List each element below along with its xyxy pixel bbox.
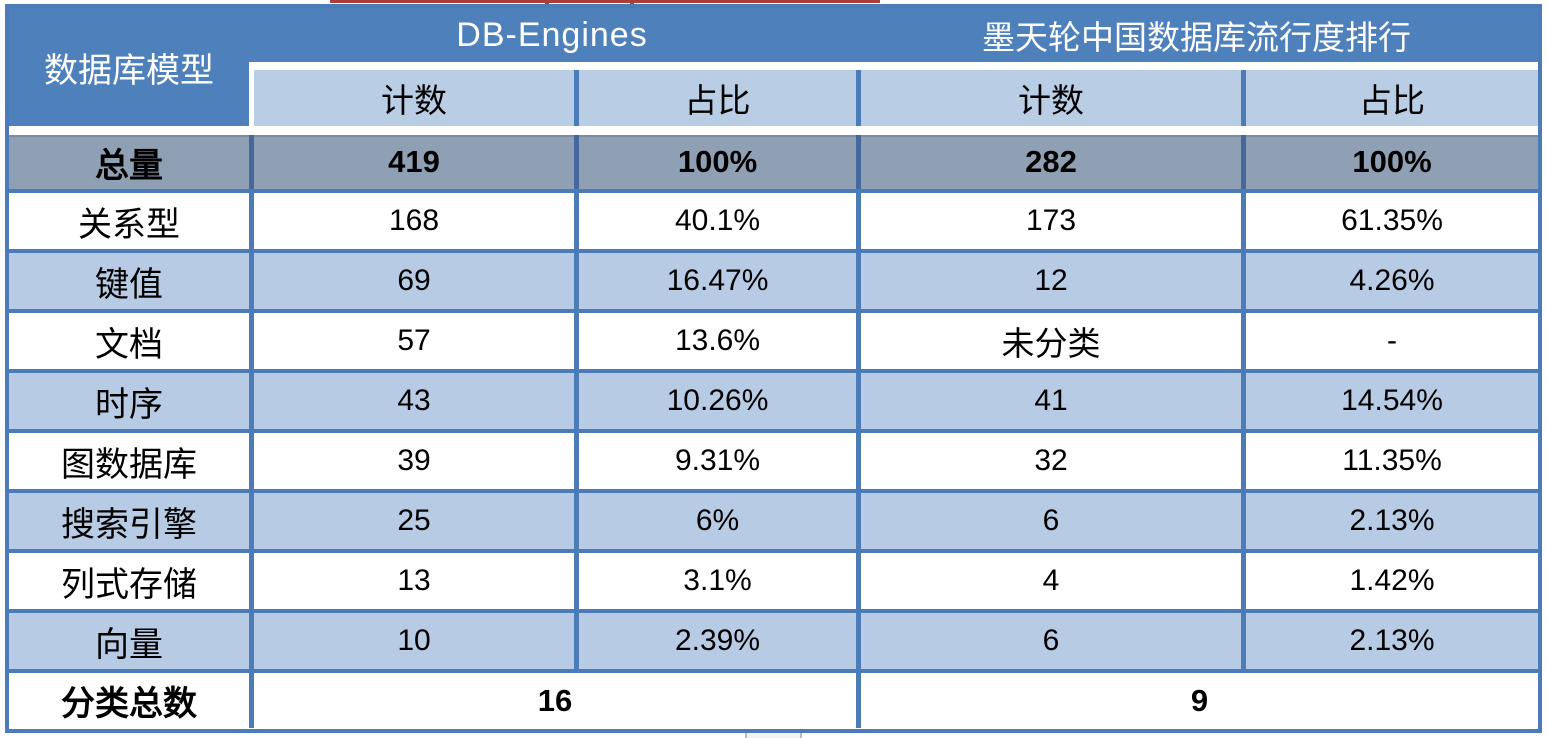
table-row: 文档 57 13.6% 未分类 - <box>9 313 1538 369</box>
row-label: 列式存储 <box>61 566 197 604</box>
cell-mt-share: 11.35% <box>1342 444 1442 477</box>
group-header-row: DB-Engines 墨天轮中国数据库流行度排行 <box>249 8 1538 62</box>
cell-db-share: 10.26% <box>666 384 769 417</box>
row-label: 分类总数 <box>61 686 197 723</box>
cell-db-share: 40.1% <box>674 204 761 237</box>
row-label: 关系型 <box>78 206 180 244</box>
cell-db-share: 16.47% <box>666 264 769 297</box>
cell-mt-share: 1.42% <box>1349 564 1435 597</box>
table-row: 关系型 168 40.1% 173 61.35% <box>9 193 1538 249</box>
cell-mt-count: 173 <box>1025 204 1077 237</box>
row-label: 键值 <box>95 266 163 304</box>
table-row: 图数据库 39 9.31% 32 11.35% <box>9 433 1538 489</box>
cell-db-count: 69 <box>397 264 431 297</box>
cell-mt-count: 未分类 <box>1001 327 1101 363</box>
cell-db-share: 3.1% <box>683 564 752 597</box>
corner-header: 数据库模型 <box>9 8 249 126</box>
cell-db-share: 9.31% <box>674 444 761 477</box>
cell-db-share: 2.39% <box>674 624 761 657</box>
red-underline-artifact <box>330 0 880 3</box>
table-row: 时序 43 10.26% 41 14.54% <box>9 373 1538 429</box>
cell-db-count: 13 <box>397 564 431 597</box>
column-header-row: 计数 占比 计数 占比 <box>249 70 1538 126</box>
table-row-category-totals: 分类总数 16 9 <box>9 673 1538 728</box>
cell-db-category-total: 16 <box>537 682 573 718</box>
cell-mt-category-total: 9 <box>1190 682 1209 718</box>
cell-mt-count: 32 <box>1034 444 1068 477</box>
cell-mt-share: - <box>1387 324 1397 357</box>
table-row: 列式存储 13 3.1% 4 1.42% <box>9 553 1538 609</box>
row-label: 时序 <box>95 386 163 424</box>
cell-mt-count: 12 <box>1034 264 1068 297</box>
cell-db-count: 57 <box>397 324 431 357</box>
cell-db-count: 419 <box>388 144 440 179</box>
scrollbar-artifact <box>745 733 802 738</box>
cell-mt-share: 14.54% <box>1341 384 1443 417</box>
cell-db-share: 6% <box>695 504 740 537</box>
cell-mt-count: 41 <box>1034 384 1068 417</box>
table-row: 搜索引擎 25 6% 6 2.13% <box>9 493 1538 549</box>
col-header-db-count: 计数 <box>254 70 574 126</box>
cell-mt-share: 2.13% <box>1349 624 1435 657</box>
header-gap <box>249 62 1538 70</box>
col-header-mt-share: 占比 <box>1246 70 1538 126</box>
row-label: 总量 <box>95 147 163 185</box>
col-header-mt-count: 计数 <box>861 70 1241 126</box>
cell-db-count: 43 <box>397 384 431 417</box>
cell-mt-count: 4 <box>1042 564 1060 597</box>
cell-mt-share: 4.26% <box>1349 264 1435 297</box>
cell-mt-share: 2.13% <box>1349 504 1435 537</box>
table-row-total: 总量 419 100% 282 100% <box>9 135 1538 189</box>
cell-db-count: 25 <box>397 504 431 537</box>
cell-db-share: 13.6% <box>674 324 761 357</box>
cell-mt-count: 6 <box>1042 504 1060 537</box>
header-body-gap <box>9 126 1538 135</box>
cell-mt-share: 100% <box>1352 144 1432 179</box>
table-row: 键值 69 16.47% 12 4.26% <box>9 253 1538 309</box>
cell-db-count: 10 <box>397 624 431 657</box>
group-title-motianlun: 墨天轮中国数据库流行度排行 <box>982 21 1411 57</box>
table-body: 总量 419 100% 282 100% 关系型 168 <box>9 135 1538 728</box>
row-label: 搜索引擎 <box>61 506 197 544</box>
row-label: 图数据库 <box>61 446 197 484</box>
col-header-db-share: 占比 <box>579 70 856 126</box>
row-label: 文档 <box>95 326 163 364</box>
db-model-comparison-table: 数据库模型 DB-Engines 墨天轮中国数据库流行度排行 计数 占比 计数 … <box>5 4 1542 733</box>
row-label: 向量 <box>95 626 163 664</box>
table-row: 向量 10 2.39% 6 2.13% <box>9 613 1538 669</box>
group-title-db-engines: DB-Engines <box>456 15 648 54</box>
cell-mt-count: 282 <box>1025 144 1077 179</box>
cell-db-share: 100% <box>677 144 758 179</box>
cell-mt-share: 61.35% <box>1341 204 1443 237</box>
cell-db-count: 168 <box>388 204 440 237</box>
cell-db-count: 39 <box>397 444 431 477</box>
cell-mt-count: 6 <box>1042 624 1060 657</box>
